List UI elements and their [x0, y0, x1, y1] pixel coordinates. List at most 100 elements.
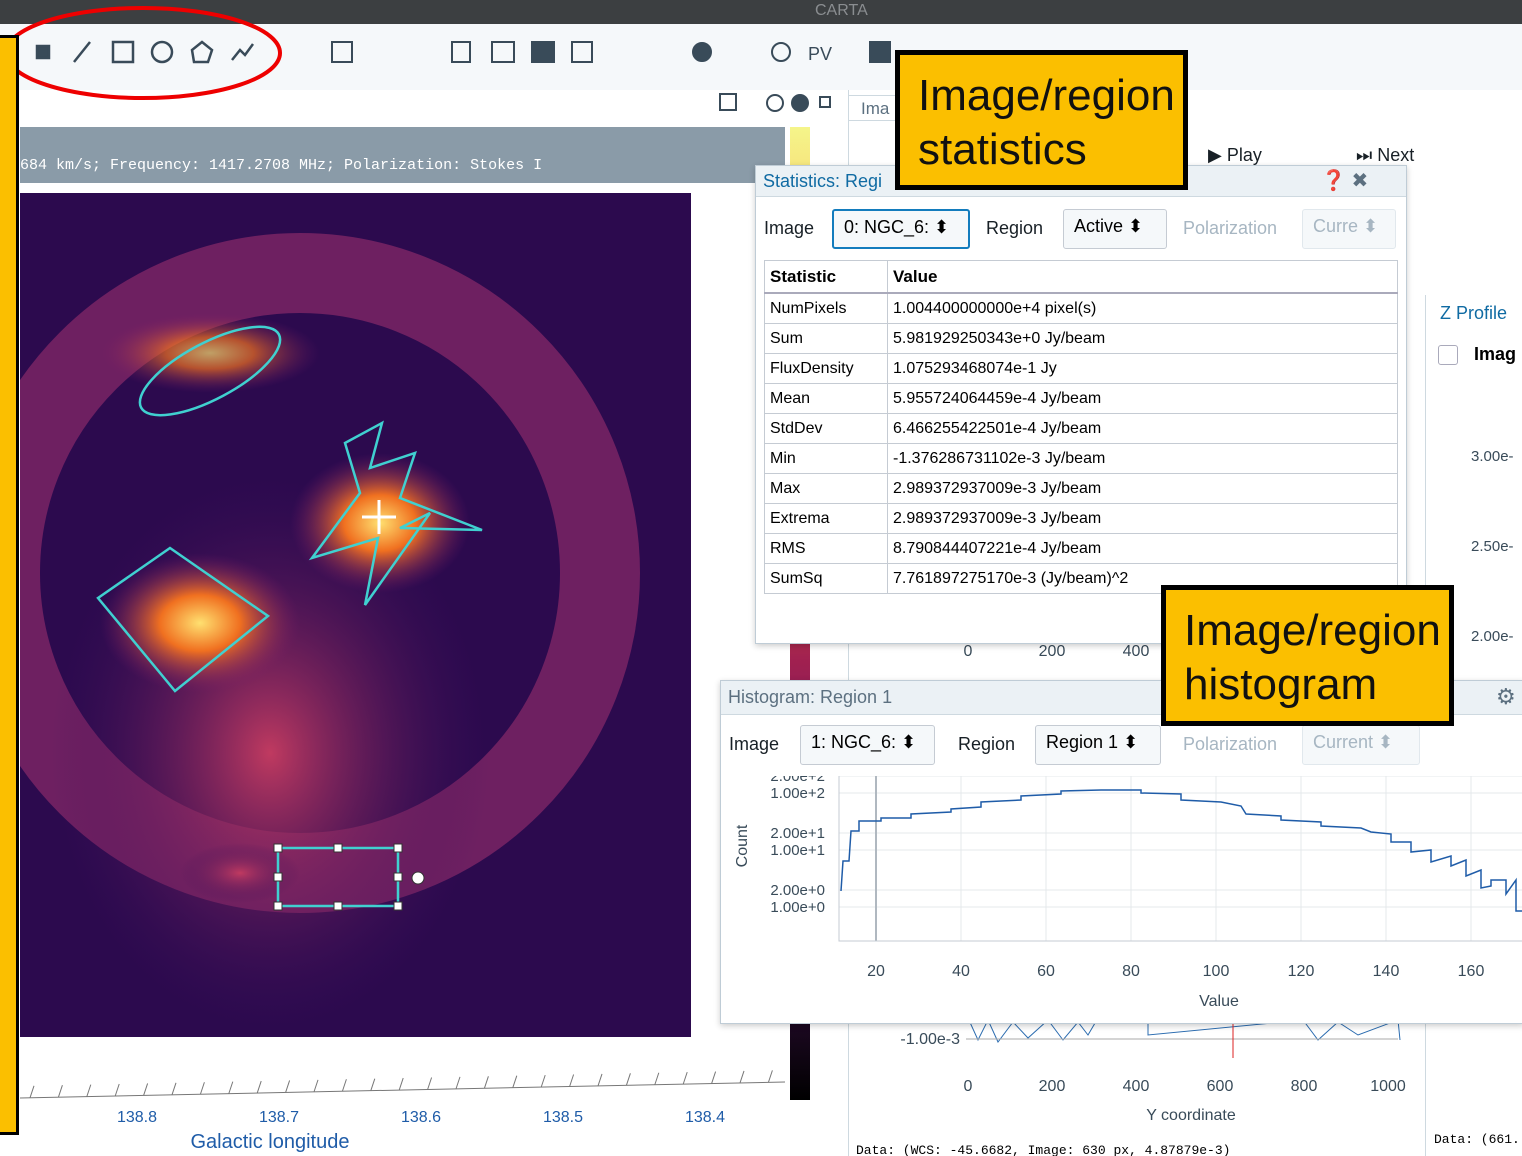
- z-data: Data: (661.: [1434, 1132, 1520, 1147]
- rect-tool[interactable]: [113, 42, 133, 62]
- table-row: Extrema2.989372937009e-3 Jy/beam: [765, 504, 1398, 534]
- tick-mark: [626, 1073, 630, 1085]
- annotation: Image/region statistics: [895, 50, 1188, 190]
- x-tick-label: 200: [1039, 1078, 1066, 1095]
- ellipse-tool[interactable]: [152, 42, 172, 62]
- table-row: NumPixels1.004400000000e+4 pixel(s): [765, 293, 1398, 324]
- polyline-tool[interactable]: [232, 44, 253, 60]
- region-tools: [37, 42, 253, 62]
- region-select[interactable]: Active ⬍: [1063, 209, 1167, 249]
- region-label: Region: [986, 218, 1043, 239]
- tick-mark: [314, 1080, 318, 1092]
- x-tick-label: 1000: [1370, 1078, 1406, 1095]
- image-select[interactable]: 0: NGC_6: ⬍: [832, 209, 970, 249]
- select-value: Region 1: [1046, 732, 1118, 752]
- table-row: RMS8.790844407221e-4 Jy/beam: [765, 534, 1398, 564]
- maximize-button[interactable]: [820, 97, 830, 107]
- axis-label: Count: [734, 824, 751, 867]
- table-cell: Extrema: [765, 504, 888, 534]
- header-cell: Value: [888, 261, 1398, 294]
- settings-button[interactable]: [767, 95, 783, 111]
- table-cell: Sum: [765, 324, 888, 354]
- line-tool[interactable]: [74, 42, 90, 62]
- axis-label: Value: [1199, 993, 1239, 1010]
- widget-button[interactable]: [452, 42, 470, 62]
- widget-button[interactable]: [492, 42, 514, 62]
- next-button[interactable]: ⏭ Next: [1356, 145, 1414, 166]
- settings-button[interactable]: ⚙: [1496, 684, 1516, 710]
- y-tick-label: 1.00e+2: [770, 785, 825, 802]
- pv-button[interactable]: PV: [808, 44, 832, 64]
- y-tick-label: 3.00e-: [1471, 448, 1514, 465]
- table-cell: NumPixels: [765, 293, 888, 324]
- panel-title: Histogram: Region 1: [728, 687, 892, 708]
- table-cell: Mean: [765, 384, 888, 414]
- y-tick-label: -1.00e-3: [900, 1031, 960, 1048]
- annotation-line: histogram: [1184, 658, 1431, 712]
- widget-button[interactable]: [772, 43, 790, 61]
- widget-button[interactable]: [693, 43, 711, 61]
- play-label: Play: [1227, 145, 1262, 165]
- tick-mark: [30, 1086, 34, 1098]
- table-cell: 6.466255422501e-4 Jy/beam: [888, 414, 1398, 444]
- tick-mark: [513, 1076, 517, 1088]
- table-row: Min-1.376286731102e-3 Jy/beam: [765, 444, 1398, 474]
- axis-label: Y coordinate: [1146, 1107, 1236, 1124]
- select-value: 0: NGC_6:: [844, 217, 929, 237]
- annotation: Image/region histogram: [1161, 585, 1454, 726]
- tick-mark: [683, 1072, 687, 1084]
- help-button[interactable]: [792, 95, 808, 111]
- select-value: Curre: [1313, 216, 1358, 236]
- table-cell: 1.004400000000e+4 pixel(s): [888, 293, 1398, 324]
- x-tick-label: 140: [1373, 963, 1400, 980]
- frame-button[interactable]: [720, 94, 736, 110]
- polygon-tool[interactable]: [192, 42, 212, 62]
- table-cell: FluxDensity: [765, 354, 888, 384]
- table-cell: 2.989372937009e-3 Jy/beam: [888, 504, 1398, 534]
- widget-button[interactable]: [572, 42, 592, 62]
- table-cell: SumSq: [765, 564, 888, 594]
- tick-mark: [712, 1072, 716, 1084]
- tick-mark: [87, 1085, 91, 1097]
- annotation-line: Image/region: [1184, 604, 1431, 658]
- tick-mark: [172, 1083, 176, 1095]
- checkbox[interactable]: [1438, 345, 1458, 365]
- widget-button[interactable]: [332, 42, 352, 62]
- tick-mark: [598, 1074, 602, 1086]
- panel-controls[interactable]: ❓ ✖: [1321, 168, 1368, 193]
- table-row: Mean5.955724064459e-4 Jy/beam: [765, 384, 1398, 414]
- tick-mark: [371, 1079, 375, 1091]
- table-cell: 1.075293468074e-1 Jy: [888, 354, 1398, 384]
- table-cell: -1.376286731102e-3 Jy/beam: [888, 444, 1398, 474]
- axis-label: Galactic longitude: [191, 1131, 350, 1153]
- x-tick-label: 400: [1123, 1078, 1150, 1095]
- play-button[interactable]: ▶ Play: [1208, 145, 1262, 166]
- tick-mark: [399, 1078, 403, 1090]
- region-select[interactable]: Region 1 ⬍: [1035, 725, 1161, 765]
- histogram-plot: 2.00e+21.00e+22.00e+11.00e+12.00e+01.00e…: [721, 776, 1522, 1023]
- y-tick-label: 2.00e+0: [770, 882, 825, 899]
- point-tool[interactable]: [37, 46, 49, 58]
- tick-mark: [655, 1073, 659, 1085]
- tick-mark: [342, 1079, 346, 1091]
- table-cell: Min: [765, 444, 888, 474]
- y-tick-label: 2.00e+2: [770, 776, 825, 785]
- widget-button[interactable]: [870, 42, 890, 62]
- table-cell: Max: [765, 474, 888, 504]
- cursor-info: Image: (646, 630); Value: 4.87879e-3 Jy/…: [20, 127, 785, 183]
- tick-mark: [257, 1081, 261, 1093]
- page: {"window":{"title":"CARTA"}, "toolbar":{…: [0, 0, 1522, 1156]
- polarization-select: Current ⬍: [1302, 725, 1420, 765]
- widget-button[interactable]: [532, 42, 554, 62]
- polarization-label: Polarization: [1183, 734, 1277, 755]
- x-tick-label: 0: [964, 1078, 973, 1095]
- image-select[interactable]: 1: NGC_6: ⬍: [800, 725, 935, 765]
- header-cell: Statistic: [765, 261, 888, 294]
- table-cell: 5.955724064459e-4 Jy/beam: [888, 384, 1398, 414]
- next-label: Next: [1377, 145, 1414, 165]
- x-tick-label: 138.5: [543, 1109, 583, 1126]
- y-tick-label: 2.00e-: [1471, 628, 1514, 645]
- tick-mark: [229, 1082, 233, 1094]
